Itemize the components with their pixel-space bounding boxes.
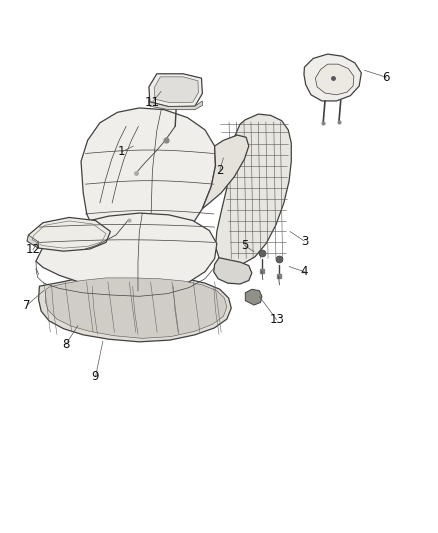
Text: 3: 3 [301,235,308,248]
Polygon shape [27,235,39,248]
Polygon shape [149,101,202,110]
Polygon shape [39,275,231,342]
Polygon shape [202,135,249,209]
Polygon shape [215,114,291,264]
Polygon shape [36,213,217,291]
Polygon shape [214,258,252,284]
Text: 7: 7 [23,298,31,312]
Polygon shape [154,77,198,103]
Text: 5: 5 [241,239,248,252]
Text: 8: 8 [62,338,69,351]
Polygon shape [245,289,262,305]
Polygon shape [304,54,361,101]
Text: 6: 6 [382,71,390,84]
Text: 9: 9 [92,370,99,383]
Polygon shape [45,278,227,338]
Text: 12: 12 [25,244,40,256]
Text: 13: 13 [269,313,284,326]
Polygon shape [27,217,110,251]
Polygon shape [81,108,215,253]
Text: 4: 4 [300,265,308,278]
Text: 1: 1 [118,146,126,158]
Polygon shape [149,74,202,107]
Text: 2: 2 [216,164,224,176]
Polygon shape [315,64,354,95]
Text: 11: 11 [145,96,160,109]
